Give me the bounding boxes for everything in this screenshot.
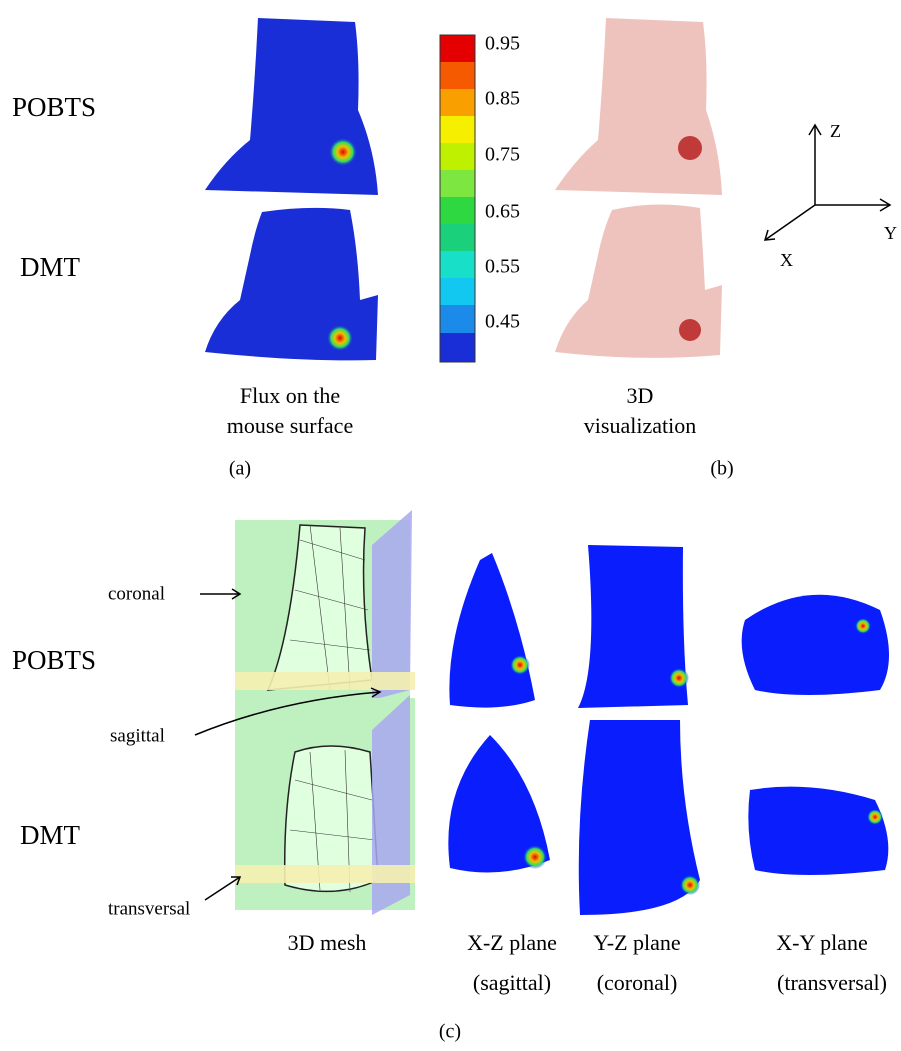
row-label: POBTS (12, 92, 96, 122)
colorbar-label: 0.85 (485, 88, 520, 110)
axis-label: Z (830, 121, 841, 141)
mesh-view (235, 695, 415, 915)
hotspot (669, 668, 689, 688)
hotspot (329, 138, 357, 166)
row-label: DMT (20, 252, 81, 282)
row-label: POBTS (12, 645, 96, 675)
column-label: X-Y plane (776, 930, 867, 955)
hotspot (510, 655, 530, 675)
hotspot (523, 845, 547, 869)
3d-surface (555, 18, 722, 195)
slice (449, 553, 535, 708)
caption: 3D (627, 383, 654, 408)
arrow (205, 877, 240, 900)
column-label: X-Z plane (467, 930, 557, 955)
panel-label: (c) (439, 1021, 461, 1043)
column-label: 3D mesh (288, 930, 367, 955)
caption: visualization (584, 413, 696, 438)
caption: mouse surface (227, 413, 353, 438)
arrow (200, 589, 240, 599)
annotation: coronal (108, 583, 165, 604)
annotation: sagittal (110, 725, 165, 746)
axes-icon (765, 125, 890, 240)
colorbar-label: 0.95 (485, 33, 520, 55)
mesh-view (235, 510, 415, 710)
tumor (678, 136, 702, 160)
figure: POBTS DMT Flux on the mouse surface (a) … (0, 0, 901, 1051)
hotspot (855, 618, 871, 634)
row-label: DMT (20, 820, 81, 850)
column-label: Y-Z plane (593, 930, 680, 955)
axis-label: X (780, 250, 793, 270)
colorbar (440, 35, 475, 362)
panel-label: (a) (229, 458, 251, 480)
slice (742, 595, 889, 695)
colorbar-label: 0.65 (485, 201, 520, 223)
colorbar-label: 0.55 (485, 256, 520, 278)
column-label: (sagittal) (473, 970, 551, 995)
column-label: (transversal) (777, 970, 887, 995)
annotation: transversal (108, 898, 190, 919)
slice (748, 787, 888, 875)
hotspot (327, 325, 353, 351)
flux-surface (205, 18, 378, 195)
colorbar-label: 0.45 (485, 311, 520, 333)
caption: Flux on the (240, 383, 340, 408)
column-label: (coronal) (597, 970, 678, 995)
axis-label: Y (884, 223, 897, 243)
tumor (679, 319, 701, 341)
hotspot (867, 809, 883, 825)
colorbar-label: 0.75 (485, 144, 520, 166)
panel-label: (b) (710, 458, 733, 480)
hotspot (680, 875, 700, 895)
